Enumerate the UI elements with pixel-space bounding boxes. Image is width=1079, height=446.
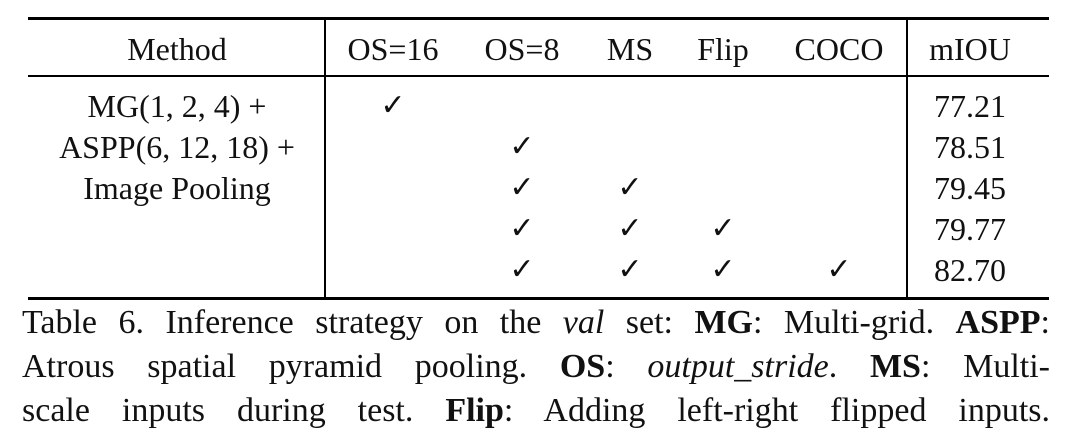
- header-miou: mIOU: [929, 31, 1011, 67]
- check-row3-os8: ✓: [509, 170, 535, 205]
- header-flip: Flip: [697, 31, 749, 67]
- miou-row3: 79.45: [934, 170, 1006, 206]
- check-row4-ms: ✓: [617, 211, 643, 246]
- header-method: Method: [127, 31, 227, 67]
- check-row5-flip: ✓: [710, 252, 736, 287]
- table-caption: Table 6. Inference strategy on the val s…: [22, 301, 1050, 433]
- caption-line-3: scale inputs during test. Flip: Adding l…: [22, 392, 1051, 429]
- miou-row1: 77.21: [934, 88, 1006, 124]
- method-column-divider: [324, 20, 326, 297]
- check-row1-os16: ✓: [380, 88, 406, 123]
- method-line-image-pooling: Image Pooling: [83, 170, 271, 206]
- header-coco: COCO: [794, 31, 884, 67]
- check-row4-os8: ✓: [509, 211, 535, 246]
- table-top-rule: [28, 17, 1049, 20]
- header-ms: MS: [606, 31, 654, 67]
- check-row5-ms: ✓: [617, 252, 643, 287]
- table-bottom-rule: [28, 297, 1049, 300]
- check-row2-os8: ✓: [509, 129, 535, 164]
- miou-row2: 78.51: [934, 129, 1006, 165]
- check-row3-ms: ✓: [617, 170, 643, 205]
- check-row4-flip: ✓: [710, 211, 736, 246]
- header-os16: OS=16: [347, 31, 439, 67]
- table-header-rule: [28, 75, 1049, 77]
- miou-row5: 82.70: [934, 252, 1006, 288]
- check-row5-os8: ✓: [509, 252, 535, 287]
- miou-row4: 79.77: [934, 211, 1006, 247]
- check-row5-coco: ✓: [826, 252, 852, 287]
- method-line-aspp: ASPP(6, 12, 18) +: [59, 129, 295, 165]
- miou-column-divider: [906, 20, 908, 297]
- header-os8: OS=8: [484, 31, 560, 67]
- caption-line-2: Atrous spatial pyramid pooling. OS: outp…: [22, 348, 1051, 385]
- caption-line-1: Table 6. Inference strategy on the val s…: [22, 304, 1050, 341]
- method-line-mg: MG(1, 2, 4) +: [87, 88, 267, 124]
